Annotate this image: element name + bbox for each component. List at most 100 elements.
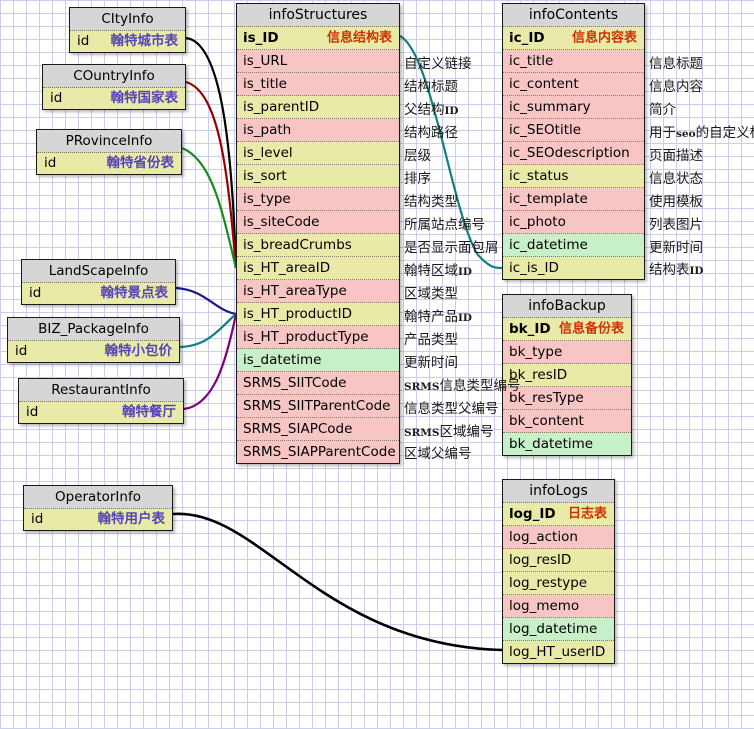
field-name: ic_content [509, 75, 579, 92]
table-row[interactable]: id 翰特用户表 [24, 509, 172, 530]
field-row[interactable]: is_parentID [237, 96, 399, 119]
table-infobackup[interactable]: infoBackup bk_ID 信息备份表 bk_type bk_resID bk_r… [502, 294, 632, 456]
field-row[interactable]: ic_ID 信息内容表 [503, 27, 644, 50]
field-row[interactable]: bk_content [503, 410, 631, 433]
table-restaurantinfo[interactable]: RestaurantInfo id 翰特餐厅 [18, 378, 184, 424]
field-row[interactable]: ic_is_ID [503, 257, 644, 279]
field-name: is_type [243, 190, 291, 207]
field-name: ic_title [509, 52, 554, 69]
field-name: id [50, 90, 63, 106]
field-row[interactable]: bk_resID [503, 364, 631, 387]
field-name: SRMS_SIITParentCode [243, 397, 391, 414]
table-bizpackageinfo[interactable]: BIZ_PackageInfo id 翰特小包价 [7, 317, 180, 363]
table-infostructures[interactable]: infoStructures is_ID 信息结构表 is_URL is_title i… [236, 3, 400, 464]
table-row[interactable]: id 翰特景点表 [22, 283, 175, 304]
field-row[interactable]: ic_title [503, 50, 644, 73]
field-row[interactable]: SRMS_SIITCode [237, 372, 399, 395]
field-name: is_title [243, 75, 287, 92]
field-row[interactable]: is_type [237, 188, 399, 211]
table-row[interactable]: id 翰特国家表 [43, 88, 185, 109]
field-row[interactable]: log_action [503, 526, 614, 549]
field-row[interactable]: is_level [237, 142, 399, 165]
field-row[interactable]: SRMS_SIAPCode [237, 418, 399, 441]
table-row[interactable]: id 翰特餐厅 [19, 402, 183, 423]
table-caption: 信息备份表 [558, 321, 624, 337]
field-name: is_HT_areaType [243, 282, 347, 299]
field-row[interactable]: bk_resType [503, 387, 631, 410]
field-row[interactable]: is_HT_areaID [237, 257, 399, 280]
field-caption: 翰特省份表 [106, 155, 175, 171]
table-infocontents[interactable]: infoContents ic_ID 信息内容表 ic_title ic_conten… [502, 3, 645, 280]
field-row[interactable]: log_ID 日志表 [503, 503, 614, 526]
field-annotation: 结构表ID [649, 262, 704, 278]
field-row[interactable]: ic_summary [503, 96, 644, 119]
field-row[interactable]: is_datetime [237, 349, 399, 372]
field-row[interactable]: is_sort [237, 165, 399, 188]
field-annotation: 信息标题 [649, 55, 703, 72]
field-row[interactable]: SRMS_SIITParentCode [237, 395, 399, 418]
field-name: ic_status [509, 167, 569, 184]
field-row[interactable]: is_breadCrumbs [237, 234, 399, 257]
field-annotation: 页面描述 [649, 147, 703, 164]
field-row[interactable]: ic_datetime [503, 234, 644, 257]
table-landscapeinfo[interactable]: LandScapeInfo id 翰特景点表 [21, 259, 176, 305]
field-row[interactable]: is_title [237, 73, 399, 96]
field-row[interactable]: is_path [237, 119, 399, 142]
table-row[interactable]: id 翰特城市表 [70, 31, 185, 52]
field-row[interactable]: ic_SEOtitle [503, 119, 644, 142]
field-annotation: 自定义链接 [404, 55, 472, 72]
field-row[interactable]: bk_ID 信息备份表 [503, 318, 631, 341]
field-row[interactable]: ic_photo [503, 211, 644, 234]
field-name: is_HT_productID [243, 305, 352, 322]
table-cityinfo[interactable]: CItyInfo id 翰特城市表 [69, 7, 186, 53]
table-title: OperatorInfo [24, 486, 172, 509]
field-annotation: 是否显示面包屑 [404, 239, 499, 256]
table-operatorinfo[interactable]: OperatorInfo id 翰特用户表 [23, 485, 173, 531]
table-title: RestaurantInfo [19, 379, 183, 402]
table-row[interactable]: id 翰特小包价 [8, 341, 179, 362]
field-name: is_siteCode [243, 213, 320, 230]
field-name: bk_type [509, 343, 563, 360]
field-annotation: 更新时间 [404, 354, 458, 371]
field-row[interactable]: is_ID 信息结构表 [237, 27, 399, 50]
field-annotation: 用于seo的自定义标题 [649, 124, 754, 141]
field-row[interactable]: bk_type [503, 341, 631, 364]
field-row[interactable]: is_HT_productID [237, 303, 399, 326]
field-row[interactable]: bk_datetime [503, 433, 631, 455]
field-annotation: SRMS区域编号 [404, 423, 494, 440]
field-row[interactable]: log_HT_userID [503, 641, 614, 663]
table-countryinfo[interactable]: COuntryInfo id 翰特国家表 [42, 64, 186, 110]
field-row[interactable]: is_HT_areaType [237, 280, 399, 303]
field-name: is_parentID [243, 98, 320, 115]
field-row[interactable]: is_siteCode [237, 211, 399, 234]
field-name: bk_datetime [509, 435, 594, 452]
field-name: id [15, 343, 28, 359]
field-annotation: 简介 [649, 101, 676, 118]
table-title: COuntryInfo [43, 65, 185, 88]
field-name: bk_ID [509, 320, 551, 337]
field-row[interactable]: ic_template [503, 188, 644, 211]
field-name: ic_SEOdescription [509, 144, 630, 161]
table-title: infoLogs [503, 480, 614, 503]
table-provinceinfo[interactable]: PRovinceInfo id 翰特省份表 [36, 129, 182, 175]
field-name: id [31, 511, 44, 527]
field-row[interactable]: log_datetime [503, 618, 614, 641]
field-row[interactable]: log_resID [503, 549, 614, 572]
field-row[interactable]: SRMS_SIAPParentCode [237, 441, 399, 463]
table-row[interactable]: id 翰特省份表 [37, 153, 181, 174]
field-row[interactable]: log_restype [503, 572, 614, 595]
field-row[interactable]: log_memo [503, 595, 614, 618]
field-name: log_restype [509, 574, 588, 591]
field-row[interactable]: is_HT_productType [237, 326, 399, 349]
field-row[interactable]: ic_content [503, 73, 644, 96]
field-annotation: 所属站点编号 [404, 216, 485, 233]
field-annotation: 信息状态 [649, 170, 703, 187]
table-title: infoBackup [503, 295, 631, 318]
link-countryinfo-areaid [185, 80, 238, 269]
field-annotation: 翰特产品ID [404, 308, 473, 325]
field-annotation: 更新时间 [649, 239, 703, 256]
field-row[interactable]: ic_status [503, 165, 644, 188]
field-row[interactable]: is_URL [237, 50, 399, 73]
field-row[interactable]: ic_SEOdescription [503, 142, 644, 165]
